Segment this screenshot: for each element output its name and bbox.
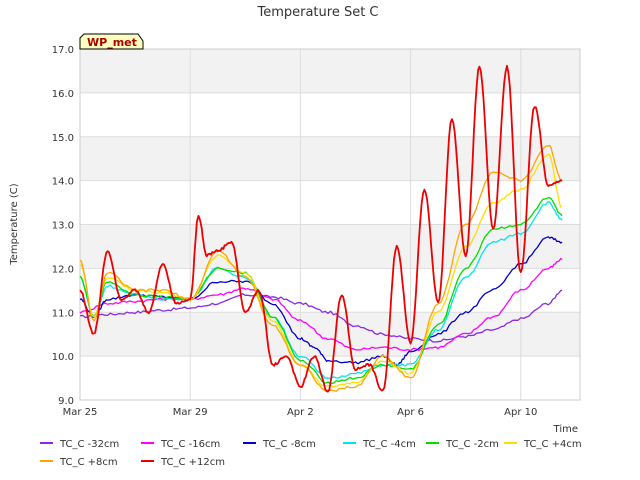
legend-item: TC_C -32cm	[40, 439, 119, 450]
site-label-box: WP_met	[79, 33, 144, 50]
legend-label: TC_C -8cm	[262, 439, 316, 450]
x-tick-label: Apr 2	[287, 407, 314, 418]
background-bands	[80, 49, 580, 357]
y-tick-label: 17.0	[52, 45, 74, 56]
legend-item: TC_C -2cm	[426, 439, 499, 450]
x-tick-label: Mar 25	[63, 407, 98, 418]
series-line-tc-c-16cm	[79, 257, 563, 352]
series-line-tc-c-32cm	[79, 289, 563, 343]
y-tick-label: 11.0	[52, 308, 74, 319]
y-tick-label: 9.0	[58, 396, 74, 407]
band	[80, 224, 580, 269]
y-tick-label: 14.0	[52, 177, 74, 188]
x-tick-label: Apr 10	[504, 407, 537, 418]
legend-label: TC_C +12cm	[160, 457, 225, 468]
y-tick-label: 12.0	[52, 264, 74, 275]
legend-item: TC_C +4cm	[504, 439, 582, 450]
y-tick-label: 16.0	[52, 89, 74, 100]
plot-frame	[79, 48, 581, 401]
y-tick-labels: 9.0 10.0 11.0 12.0 13.0 14.0 15.0 16.0 17.0	[52, 45, 74, 407]
y-axis-label: Temperature (C)	[9, 183, 20, 265]
band	[80, 312, 580, 357]
legend: TC_C -32cm TC_C -16cm TC_C -8cm TC_C -4cm TC…	[40, 439, 582, 468]
legend-item: TC_C -8cm	[243, 439, 316, 450]
legend-label: TC_C +4cm	[523, 439, 582, 450]
legend-item: TC_C +12cm	[141, 457, 225, 468]
x-tick-labels: Mar 25 Mar 29 Apr 2 Apr 6 Apr 10	[63, 407, 538, 418]
band	[80, 49, 580, 93]
series-line-tc-c-12cm	[79, 64, 563, 393]
x-tick-label: Mar 29	[173, 407, 208, 418]
series-line-tc-c-4cm	[79, 153, 563, 388]
chart-title: Temperature Set C	[256, 5, 378, 20]
y-tick-label: 13.0	[52, 221, 74, 232]
series-lines	[79, 64, 563, 393]
legend-label: TC_C -32cm	[59, 439, 119, 450]
legend-item: TC_C +8cm	[40, 457, 118, 468]
legend-label: TC_C -4cm	[362, 439, 416, 450]
legend-label: TC_C -16cm	[160, 439, 220, 450]
x-tick-label: Apr 6	[397, 407, 424, 418]
band	[80, 136, 580, 181]
x-axis-label: Time	[553, 424, 578, 435]
site-label: WP_met	[87, 36, 137, 49]
legend-label: TC_C -2cm	[445, 439, 499, 450]
legend-item: TC_C -4cm	[343, 439, 416, 450]
y-tick-label: 10.0	[52, 352, 74, 363]
legend-label: TC_C +8cm	[59, 457, 118, 468]
y-tick-label: 15.0	[52, 133, 74, 144]
legend-item: TC_C -16cm	[141, 439, 220, 450]
